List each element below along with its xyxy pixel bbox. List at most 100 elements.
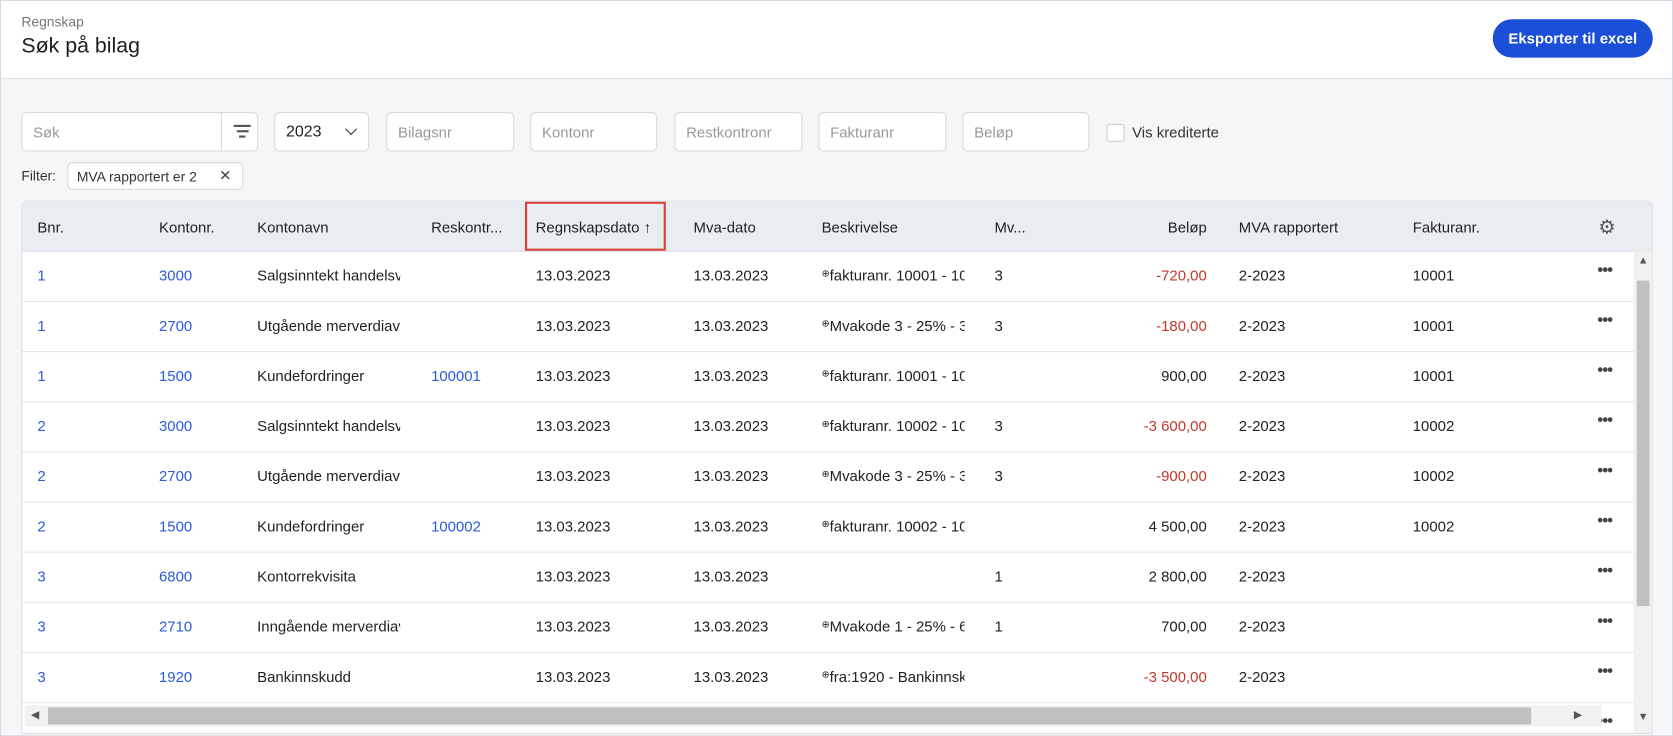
- col-beskrivelse[interactable]: Beskrivelse: [821, 218, 898, 236]
- cell-text: 1: [994, 617, 1003, 635]
- table-row[interactable]: 3 2710 Inngående merverdiavgift 13.03.2023 1…: [22, 602, 1634, 654]
- scroll-up-icon[interactable]: ▲: [1637, 255, 1649, 267]
- cell-text: 13.03.2023: [693, 467, 769, 485]
- cell-bnr[interactable]: 2: [37, 417, 45, 434]
- more-horizontal-icon[interactable]: •••: [1597, 512, 1613, 531]
- col-belop[interactable]: Beløp: [1167, 218, 1207, 236]
- scroll-right-icon[interactable]: ▶: [1573, 709, 1583, 722]
- results-table: Bnr. Kontonr. Kontonavn Reskontr... Regn…: [21, 200, 1653, 735]
- cell-text: 6800: [158, 567, 193, 585]
- table-row[interactable]: 2 3000 Salgsinntekt handelsvarer 13.03.2023…: [22, 401, 1634, 453]
- cell-kontonr[interactable]: 1920: [159, 668, 192, 685]
- more-horizontal-icon[interactable]: •••: [1597, 311, 1613, 330]
- vis-krediterte-checkbox[interactable]: [1106, 123, 1125, 142]
- close-icon[interactable]: ✕: [219, 166, 232, 184]
- cell-kontonr[interactable]: 2700: [159, 317, 192, 334]
- cell-text: fakturanr. 10002 - 10002: [829, 417, 965, 435]
- filter-chip-label: MVA rapportert er 2: [76, 168, 197, 185]
- cell-mvadato: 13.03.2023: [694, 467, 769, 484]
- cell-regnskapsdato: 13.03.2023: [536, 568, 611, 585]
- cell-text: 13.03.2023: [693, 367, 769, 385]
- cell-mvadato: 13.03.2023: [694, 367, 769, 384]
- cell-text: 3: [994, 266, 1003, 284]
- cell-mvadato: 13.03.2023: [694, 668, 769, 685]
- search-input[interactable]: Søk: [21, 112, 259, 152]
- col-mvadato[interactable]: Mva-dato: [693, 218, 756, 236]
- gear-icon[interactable]: ⚙: [1598, 216, 1616, 238]
- sort-ascending-icon: ↑: [643, 218, 652, 236]
- cell-bnr[interactable]: 1: [37, 317, 45, 334]
- cell-bnr[interactable]: 2: [37, 517, 45, 534]
- cell-mva: 3: [994, 317, 1002, 334]
- scrollbar-thumb[interactable]: [48, 707, 1532, 725]
- fakturanr-input[interactable]: Fakturanr: [818, 112, 947, 152]
- table-row[interactable]: 2 1500 Kundefordringer 100002 13.03.2023 13.0…: [22, 501, 1634, 553]
- more-horizontal-icon[interactable]: •••: [1597, 662, 1613, 681]
- more-horizontal-icon[interactable]: •••: [1597, 361, 1613, 380]
- table-row[interactable]: 1 2700 Utgående merverdiavgift 13.03.2023 13…: [22, 301, 1634, 353]
- cell-fakturanr: 10002: [1413, 467, 1455, 484]
- more-horizontal-icon[interactable]: •••: [1597, 562, 1613, 581]
- cell-text: 13.03.2023: [693, 517, 769, 535]
- cell-mva: 3: [994, 417, 1002, 434]
- col-mva[interactable]: Mv...: [994, 218, 1026, 236]
- table-row[interactable]: 2 2700 Utgående merverdiavgift 13.03.2023 13…: [22, 451, 1634, 503]
- bilagsnr-input[interactable]: Bilagsnr: [386, 112, 515, 152]
- cell-mva: 1: [994, 618, 1002, 635]
- breadcrumb[interactable]: Regnskap: [21, 13, 84, 30]
- cell-kontonr[interactable]: 3000: [159, 267, 192, 284]
- cell-text: 3: [994, 467, 1003, 485]
- restkontronr-input[interactable]: Restkontronr: [674, 112, 803, 152]
- col-mva-rapportert[interactable]: MVA rapportert: [1238, 218, 1339, 236]
- cell-regnskapsdato: 13.03.2023: [536, 267, 611, 284]
- cell-kontonr[interactable]: 3000: [159, 417, 192, 434]
- cell-regnskapsdato: 13.03.2023: [536, 618, 611, 635]
- horizontal-scrollbar[interactable]: ◀ ▶: [24, 705, 1602, 727]
- scroll-down-icon[interactable]: ▼: [1637, 711, 1649, 724]
- table-row[interactable]: 3 6800 Kontorrekvisita 13.03.2023 13.03.2023…: [22, 552, 1634, 603]
- filter-icon[interactable]: [233, 124, 251, 141]
- vertical-scrollbar[interactable]: ▲ ▼: [1633, 250, 1652, 734]
- cell-bnr[interactable]: 1: [37, 367, 45, 384]
- table-row[interactable]: 1 1500 Kundefordringer 100001 13.03.2023 13.0…: [22, 351, 1634, 403]
- cell-reskontro[interactable]: 100001: [431, 367, 481, 384]
- table-row[interactable]: 1 3000 Salgsinntekt handelsvarer 13.03.2023…: [22, 251, 1634, 302]
- cell-text: 2-2023: [1238, 517, 1286, 535]
- cell-kontonr[interactable]: 1500: [159, 367, 192, 384]
- vis-krediterte-label[interactable]: Vis krediterte: [1132, 123, 1219, 141]
- belop-input[interactable]: Beløp: [962, 112, 1090, 152]
- scroll-left-icon[interactable]: ◀: [30, 709, 40, 722]
- placeholder: Beløp: [974, 123, 1014, 141]
- more-horizontal-icon[interactable]: •••: [1597, 612, 1613, 631]
- search-placeholder: Søk: [33, 123, 60, 141]
- scrollbar-thumb[interactable]: [1636, 280, 1650, 607]
- more-horizontal-icon[interactable]: •••: [1597, 411, 1613, 431]
- more-horizontal-icon[interactable]: •••: [1597, 462, 1613, 481]
- col-reskontro[interactable]: Reskontr...: [431, 218, 503, 236]
- cell-bnr[interactable]: 2: [37, 467, 45, 484]
- cell-bnr[interactable]: 3: [37, 668, 45, 685]
- cell-bnr[interactable]: 3: [37, 568, 45, 585]
- col-regnskapsdato[interactable]: Regnskapsdato ↑: [536, 219, 651, 236]
- col-kontonavn[interactable]: Kontonavn: [257, 218, 329, 236]
- cell-text: 2-2023: [1238, 266, 1286, 284]
- cell-kontonr[interactable]: 2710: [159, 618, 192, 635]
- col-bnr[interactable]: Bnr.: [37, 218, 64, 236]
- cell-text: 2-2023: [1238, 617, 1286, 635]
- cell-text: 13.03.2023: [693, 617, 769, 635]
- more-horizontal-icon[interactable]: •••: [1597, 261, 1613, 280]
- placeholder: Fakturanr: [830, 123, 895, 141]
- kontonr-input[interactable]: Kontonr: [530, 112, 658, 152]
- year-select[interactable]: 2023: [274, 112, 370, 152]
- col-kontonr[interactable]: Kontonr.: [158, 218, 215, 236]
- cell-bnr[interactable]: 1: [37, 267, 45, 284]
- cell-kontonr[interactable]: 2700: [159, 467, 192, 484]
- export-excel-button[interactable]: Eksporter til excel: [1492, 19, 1653, 58]
- col-fakturanr[interactable]: Fakturanr.: [1412, 218, 1480, 236]
- cell-kontonr[interactable]: 1500: [159, 517, 192, 534]
- cell-reskontro[interactable]: 100002: [431, 517, 481, 534]
- table-row[interactable]: 3 1920 Bankinnskudd 13.03.2023 13.03.2023 ⊕fr…: [22, 652, 1634, 704]
- cell-bnr[interactable]: 3: [37, 618, 45, 635]
- cell-regnskapsdato: 13.03.2023: [536, 467, 611, 484]
- cell-kontonr[interactable]: 6800: [159, 568, 192, 585]
